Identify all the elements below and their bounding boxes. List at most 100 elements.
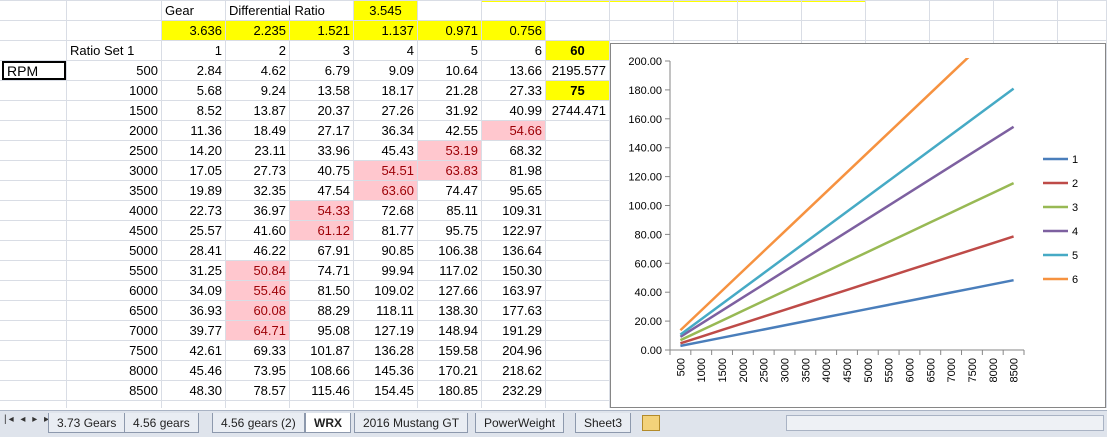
legend-label: 1 xyxy=(1072,154,1078,166)
cell: 54.51 xyxy=(354,161,417,180)
cell: 13.87 xyxy=(253,103,286,118)
plot-area xyxy=(679,58,1015,348)
row-line xyxy=(0,200,1107,201)
sheet-tab[interactable]: PowerWeight xyxy=(475,413,565,433)
cell: 1500 xyxy=(129,103,158,118)
y-tick-label: 20.00 xyxy=(634,316,662,328)
sheet-tab[interactable]: 4.56 gears (2) xyxy=(212,413,305,433)
cell: 41.60 xyxy=(253,223,286,238)
y-tick-label: 0.00 xyxy=(641,345,662,357)
legend-label: 4 xyxy=(1072,226,1078,238)
column-line xyxy=(481,0,482,408)
cell: 50.84 xyxy=(226,261,289,280)
cell: 40.99 xyxy=(509,103,542,118)
x-tick-label: 7500 xyxy=(967,358,979,382)
cell: 48.30 xyxy=(189,383,222,398)
legend-label: 3 xyxy=(1072,202,1078,214)
cell: 148.94 xyxy=(438,323,478,338)
y-tick-label: 100.00 xyxy=(628,201,662,213)
sheet-tab[interactable]: Sheet3 xyxy=(575,413,632,433)
cell: 13.58 xyxy=(317,83,350,98)
sheet-tab[interactable]: 2016 Mustang GT xyxy=(354,413,469,433)
y-tick-label: 160.00 xyxy=(628,114,662,126)
cell: 8500 xyxy=(129,383,158,398)
cell: 3.545 xyxy=(354,1,417,20)
cell: 108.66 xyxy=(310,363,350,378)
cell: 73.95 xyxy=(253,363,286,378)
x-tick-label: 1500 xyxy=(717,358,729,382)
x-tick-label: 6000 xyxy=(904,358,916,382)
sheet-tab[interactable]: 4.56 gears xyxy=(124,413,199,433)
cell: 95.75 xyxy=(445,223,478,238)
cell: 39.77 xyxy=(189,323,222,338)
cell: 0.971 xyxy=(418,21,481,40)
cell: 2.84 xyxy=(196,63,222,78)
series-line xyxy=(679,182,1015,342)
cell: 191.29 xyxy=(502,323,542,338)
cell: 0.756 xyxy=(482,21,545,40)
insert-sheet[interactable] xyxy=(642,415,660,431)
cell: 3500 xyxy=(129,183,158,198)
cell: 78.57 xyxy=(253,383,286,398)
x-tick-label: 4000 xyxy=(821,358,833,382)
x-tick-label: 6500 xyxy=(925,358,937,382)
cell: 127.19 xyxy=(374,323,414,338)
cell: 109.02 xyxy=(374,283,414,298)
series-line xyxy=(679,58,970,332)
sheet-tab[interactable]: 3.73 Gears xyxy=(48,413,126,433)
cell: 27.73 xyxy=(253,163,286,178)
cell: Ratio Set 1 xyxy=(70,43,135,58)
y-tick-label: 80.00 xyxy=(634,229,662,241)
sheet-tab[interactable]: WRX xyxy=(305,413,351,433)
y-tick-label: 140.00 xyxy=(628,143,662,155)
cell: 54.33 xyxy=(290,201,353,220)
column-line xyxy=(66,0,67,408)
cell: 2000 xyxy=(129,123,158,138)
column-line xyxy=(545,0,546,408)
cell: 4000 xyxy=(129,203,158,218)
cell: 136.28 xyxy=(374,343,414,358)
cell: 6.79 xyxy=(324,63,350,78)
sheet-tab-bar: |◂ ◂ ▸ ▸| 3.73 Gears 4.56 gears 4.56 gears… xyxy=(0,410,1107,437)
cell: 180.85 xyxy=(438,383,478,398)
cell: 122.97 xyxy=(502,223,542,238)
cell: 1 xyxy=(214,43,222,58)
cell: 8.52 xyxy=(196,103,222,118)
row-line xyxy=(0,320,1107,321)
cell: 22.73 xyxy=(189,203,222,218)
series-line xyxy=(679,125,1015,338)
cell: 23.11 xyxy=(254,143,286,158)
row-line xyxy=(0,240,1107,241)
cell: 63.60 xyxy=(354,181,417,200)
row-line xyxy=(0,0,1107,1)
cell: 74.71 xyxy=(317,263,350,278)
row-line xyxy=(0,120,1107,121)
cell: 2500 xyxy=(129,143,158,158)
cell: 232.29 xyxy=(502,383,542,398)
y-tick-label: 200.00 xyxy=(628,56,662,68)
cell: 47.54 xyxy=(317,183,350,198)
cell: 27.33 xyxy=(509,83,542,98)
cell: 1.137 xyxy=(354,21,417,40)
y-tick-label: 60.00 xyxy=(634,258,662,270)
x-tick-label: 5000 xyxy=(863,358,875,382)
cell: 5000 xyxy=(129,243,158,258)
horizontal-scrollbar[interactable] xyxy=(786,415,1104,431)
x-tick-label: 1000 xyxy=(696,358,708,382)
cell: 138.30 xyxy=(438,303,478,318)
cell: 42.55 xyxy=(445,123,478,138)
cell: 13.66 xyxy=(509,63,542,78)
cell: 45.46 xyxy=(189,363,222,378)
worksheet: Gear Differential Ratio 3.545 3.636 2.235 1.5… xyxy=(0,0,1107,408)
tab-nav[interactable]: |◂ ◂ ▸ ▸| xyxy=(4,414,56,425)
row-line xyxy=(0,260,1107,261)
cell: 36.97 xyxy=(253,203,286,218)
cell: 31.92 xyxy=(445,103,478,118)
cell: 36.34 xyxy=(381,123,414,138)
row-line xyxy=(0,220,1107,221)
x-tick-label: 8500 xyxy=(1009,358,1021,382)
cell: 4500 xyxy=(129,223,158,238)
cell: 109.31 xyxy=(502,203,542,218)
cell: 55.46 xyxy=(226,281,289,300)
cell: 31.25 xyxy=(189,263,222,278)
